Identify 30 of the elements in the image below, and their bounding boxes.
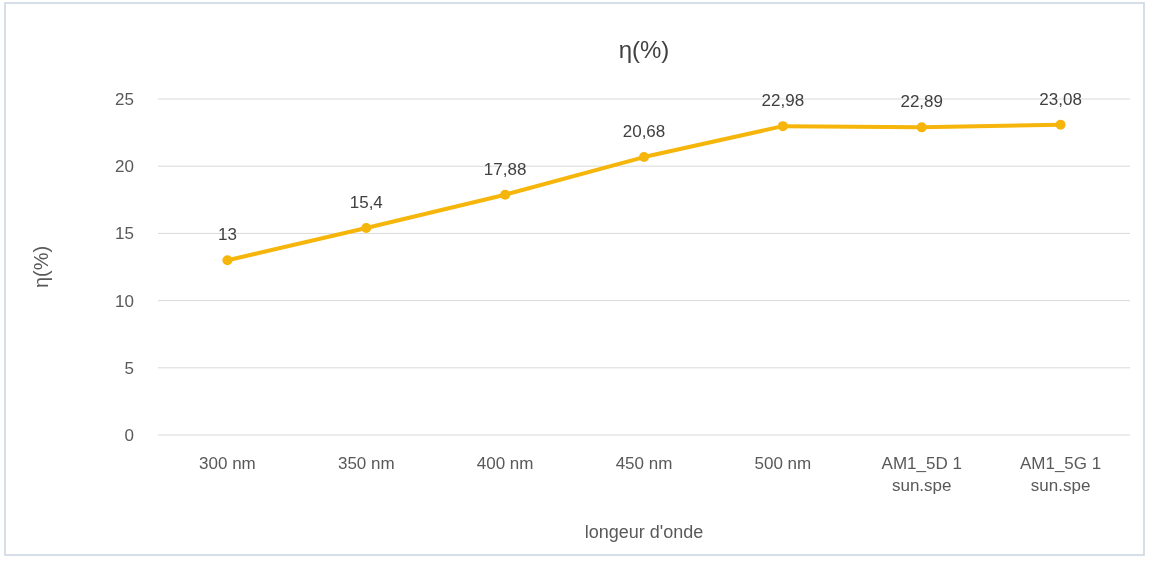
point (500, 189, 511, 200)
point (639, 152, 649, 163)
data-label: 20,68 (622, 122, 666, 142)
point (916, 122, 927, 133)
point (361, 223, 372, 234)
point (777, 121, 788, 132)
x-tick-label: 450 nm (615, 454, 673, 473)
x-axis-title: longeur d'onde (584, 522, 704, 542)
data-label: 23,08 (1039, 89, 1082, 109)
point (1055, 119, 1066, 130)
y-tick-label: 20 (115, 157, 134, 177)
y-tick-label: 10 (115, 291, 134, 311)
data-label: 15,4 (349, 193, 383, 213)
x-tick-label: 500 nm (754, 454, 812, 473)
y-tick-label: 5 (124, 358, 134, 378)
x-tick-label: 350 nm (337, 454, 395, 473)
data-label: 22,98 (761, 91, 805, 111)
chart-title: η(%) (618, 36, 670, 63)
x-tick-label: AM1_5D 1 sun.spe (881, 454, 962, 495)
x-tick-label: AM1_5G 1 sun.spe (1019, 454, 1102, 495)
point (222, 255, 233, 266)
y-axis-title: η(%) (30, 245, 52, 289)
y-tick-label: 25 (115, 90, 134, 109)
data-label: 17,88 (483, 159, 527, 179)
x-tick-label: 400 nm (476, 454, 534, 473)
x-tick-label: 300 nm (199, 454, 256, 473)
y-tick-label: 0 (124, 426, 134, 445)
data-label: 22,89 (900, 92, 943, 112)
data-label: 13 (217, 225, 237, 245)
y-tick-label: 15 (115, 224, 134, 244)
